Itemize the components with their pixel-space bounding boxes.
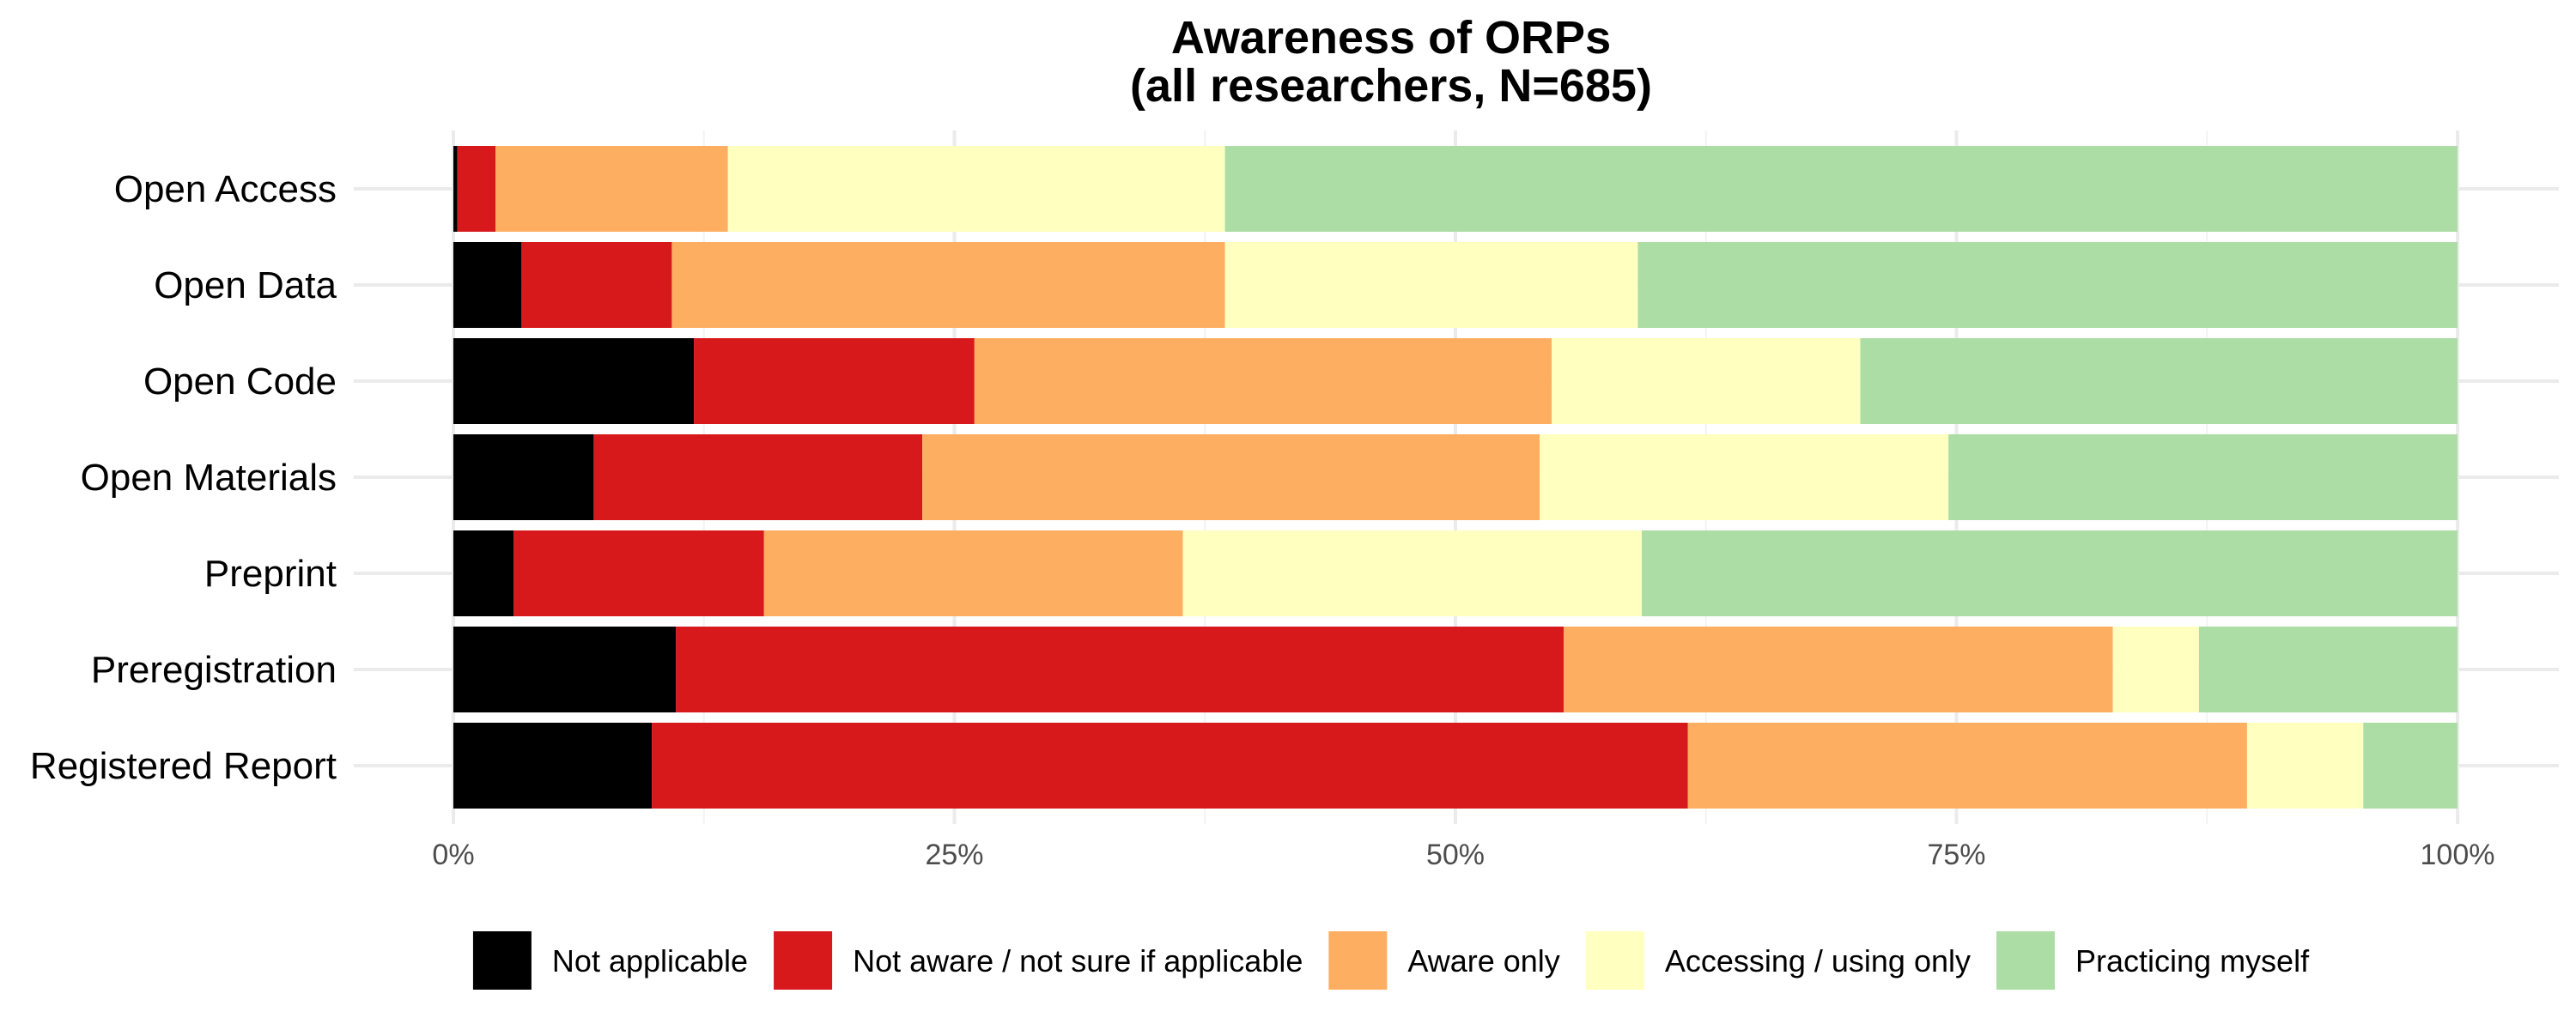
bar-segment — [652, 723, 1688, 809]
bar-segment — [1948, 434, 2458, 520]
category-label: Open Access — [114, 168, 337, 210]
bar-segment — [922, 434, 1540, 520]
legend-label: Accessing / using only — [1665, 943, 1971, 978]
legend-key — [1585, 931, 1644, 990]
bar-segment — [453, 434, 594, 520]
bar-segment — [671, 242, 1225, 328]
legend-label: Aware only — [1407, 943, 1559, 978]
bar-segment — [453, 723, 653, 809]
bar-segment — [1564, 627, 2113, 712]
bar-segment — [2363, 723, 2458, 809]
category-label: Preprint — [204, 553, 337, 595]
bar-segment — [453, 530, 514, 616]
bar-segment — [1552, 338, 1861, 424]
bar-segment — [1224, 146, 2458, 232]
legend-key — [1328, 931, 1388, 990]
x-tick-label: 100% — [2421, 839, 2495, 871]
legend-item: Practicing myself — [1996, 931, 2310, 990]
bar-segment — [1860, 338, 2458, 424]
chart-title: Awareness of ORPs — [1171, 12, 1611, 64]
legend-key — [774, 931, 833, 990]
bar-segment — [457, 146, 496, 232]
legend-label: Not aware / not sure if applicable — [853, 943, 1303, 978]
bar-segment — [1642, 530, 2458, 616]
category-label: Open Materials — [81, 457, 337, 499]
bar-segment — [974, 338, 1552, 424]
bar-segment — [727, 146, 1225, 232]
legend-item: Not aware / not sure if applicable — [774, 931, 1303, 990]
bar-segment — [513, 530, 764, 616]
legend-key — [1996, 931, 2055, 990]
bar-segment — [676, 627, 1564, 712]
bar-segment — [1687, 723, 2247, 809]
bar-segment — [2112, 627, 2199, 712]
category-label: Open Code — [143, 360, 337, 403]
legend-label: Not applicable — [552, 943, 748, 978]
bar-segment — [2198, 627, 2458, 712]
bar-segment — [763, 530, 1183, 616]
x-tick-label: 50% — [1426, 839, 1485, 871]
category-label: Open Data — [154, 264, 337, 306]
legend: Not applicable Not aware / not sure if ap… — [472, 931, 2310, 990]
bar-segment — [453, 338, 695, 424]
legend-item: Not applicable — [472, 931, 748, 990]
category-labels: Open Access Open Data Open Code Open Materi… — [30, 168, 337, 787]
bar-segment — [495, 146, 728, 232]
legend-label: Practicing myself — [2075, 943, 2310, 978]
bar-segment — [2246, 723, 2364, 809]
category-label: Registered Report — [30, 745, 337, 787]
bar-segment — [1224, 242, 1638, 328]
bar-segment — [1637, 242, 2458, 328]
x-tick-label: 75% — [1927, 839, 1985, 871]
bar-segment — [593, 434, 923, 520]
bar-segment — [453, 242, 522, 328]
category-label: Preregistration — [91, 649, 337, 691]
bar-segment — [1540, 434, 1949, 520]
bars — [453, 146, 2458, 809]
legend-item: Accessing / using only — [1585, 931, 1971, 990]
bar-segment — [521, 242, 672, 328]
legend-item: Aware only — [1328, 931, 1560, 990]
bar-segment — [694, 338, 975, 424]
bar-segment — [453, 146, 458, 232]
x-tick-label: 25% — [925, 839, 983, 871]
bar-segment — [1182, 530, 1643, 616]
x-axis-ticks: 0% 25% 50% 75% 100% — [432, 839, 2494, 871]
x-tick-label: 0% — [432, 839, 474, 871]
legend-key — [472, 931, 532, 990]
bar-segment — [453, 627, 677, 712]
chart-subtitle: (all researchers, N=685) — [1130, 60, 1652, 112]
